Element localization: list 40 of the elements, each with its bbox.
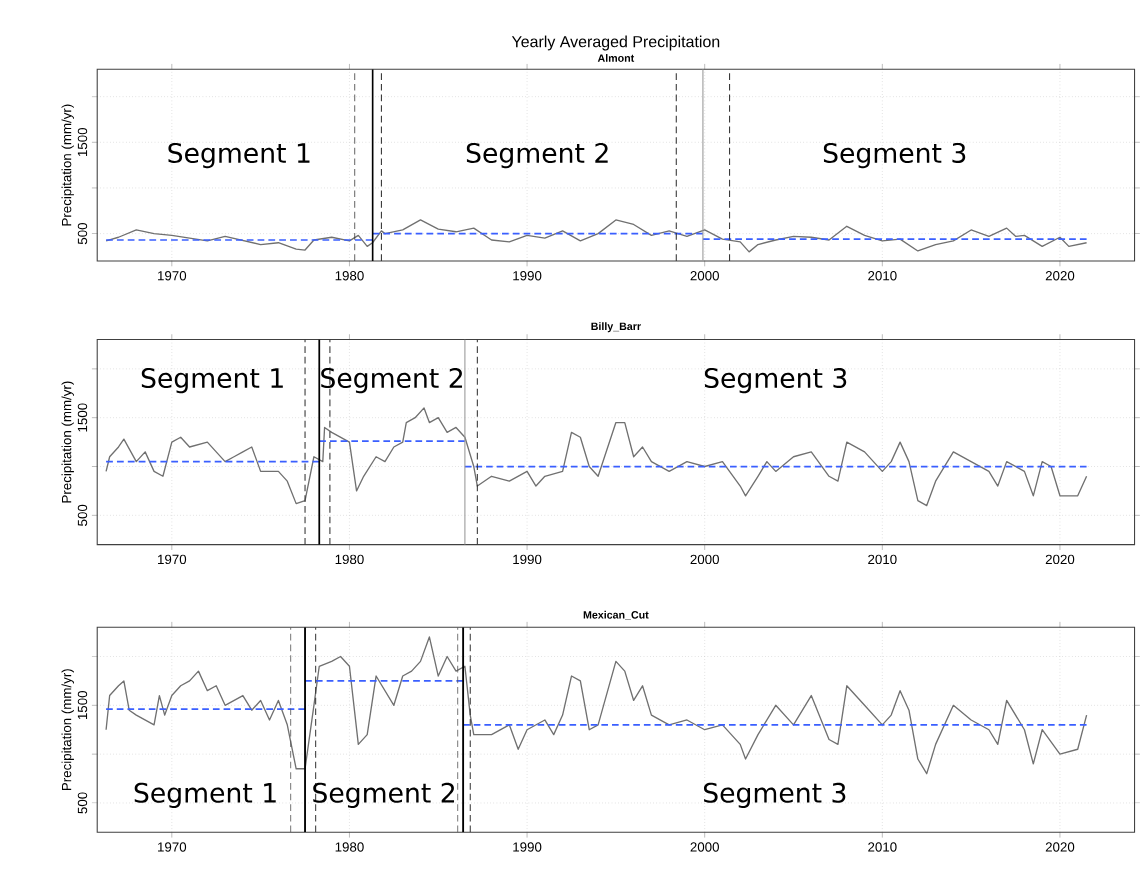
annotation: Segment 3: [704, 368, 847, 394]
x-tick-label: 1990: [513, 842, 542, 852]
chart-title: Billy_Barr: [591, 322, 641, 333]
y-tick-label: 1500: [77, 128, 88, 157]
chart-subtitle: Almont: [597, 54, 635, 62]
chart-title: Mexican_Cut: [583, 610, 649, 620]
annotation: Segment 1: [134, 782, 276, 809]
annotation: Segment 3: [823, 142, 966, 169]
y-tick-label: 500: [77, 504, 88, 526]
x-tick-label: 2000: [690, 271, 719, 281]
x-tick-label: 1980: [335, 271, 364, 281]
x-tick-label: 2020: [1045, 554, 1075, 565]
x-tick-label: 2010: [868, 842, 897, 852]
y-axis-title: Precipitation (mm/yr): [61, 104, 74, 226]
y-axis-title: Precipitation (mm/yr): [61, 381, 74, 503]
annotation: Segment 3: [703, 782, 846, 809]
annotation: Segment 1: [168, 142, 310, 169]
y-tick-label: 1500: [77, 403, 88, 432]
x-tick-label: 1990: [513, 271, 542, 281]
x-tick-label: 2000: [690, 554, 719, 565]
x-tick-label: 1980: [335, 554, 364, 565]
y-tick-label: 500: [77, 792, 88, 814]
annotation: Segment 2: [466, 142, 608, 169]
x-tick-label: 2010: [868, 554, 897, 565]
chart-title: Yearly Averaged Precipitation: [511, 35, 720, 51]
x-tick-label: 1980: [335, 842, 364, 852]
annotation: Segment 2: [313, 782, 455, 809]
x-tick-label: 1970: [158, 554, 187, 565]
x-tick-label: 1970: [158, 271, 187, 281]
y-axis-title: Precipitation (mm/yr): [61, 669, 74, 791]
x-tick-label: 2020: [1045, 271, 1075, 281]
x-tick-label: 2020: [1045, 842, 1075, 852]
annotation: Segment 2: [321, 368, 463, 394]
y-tick-label: 500: [77, 223, 88, 245]
y-tick-label: 1500: [77, 691, 88, 720]
annotation: Segment 1: [141, 368, 283, 394]
x-tick-label: 2000: [690, 842, 719, 852]
x-tick-label: 2010: [868, 271, 897, 281]
x-tick-label: 1970: [158, 842, 187, 852]
x-tick-label: 1990: [513, 554, 542, 565]
